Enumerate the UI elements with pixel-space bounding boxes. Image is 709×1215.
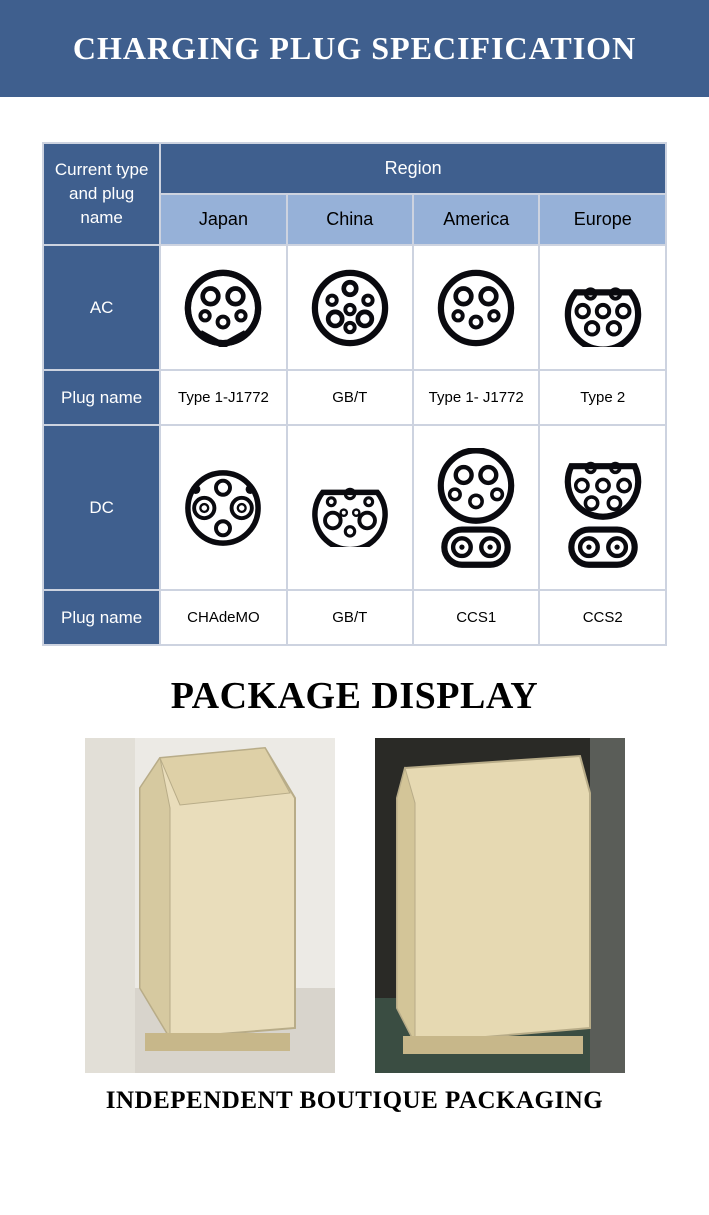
package-photo-2 xyxy=(375,738,625,1073)
region-header: Region xyxy=(160,143,666,194)
region-america: America xyxy=(413,194,540,245)
package-images xyxy=(42,738,667,1073)
type1-icon xyxy=(184,269,262,347)
plugname-label-1: Plug name xyxy=(43,370,160,425)
ac-japan-icon xyxy=(160,245,286,370)
dc-row: DC xyxy=(43,425,666,590)
ccs1-icon xyxy=(432,448,520,568)
region-china: China xyxy=(287,194,413,245)
dc-china-name: GB/T xyxy=(287,590,413,645)
ac-plugname-row: Plug name Type 1-J1772 GB/T Type 1- J177… xyxy=(43,370,666,425)
region-europe: Europe xyxy=(539,194,666,245)
ac-europe-icon xyxy=(539,245,666,370)
gbt-ac-icon xyxy=(311,269,389,347)
dc-label: DC xyxy=(43,425,160,590)
ac-japan-name: Type 1-J1772 xyxy=(160,370,286,425)
dc-plugname-row: Plug name CHAdeMO GB/T CCS1 CCS2 xyxy=(43,590,666,645)
dc-europe-name: CCS2 xyxy=(539,590,666,645)
header: CHARGING PLUG SPECIFICATION xyxy=(0,0,709,97)
plugname-label-2: Plug name xyxy=(43,590,160,645)
package-subtitle: INDEPENDENT BOUTIQUE PACKAGING xyxy=(0,1087,709,1115)
ccs2-icon xyxy=(559,448,647,568)
ac-row: AC xyxy=(43,245,666,370)
package-title: PACKAGE DISPLAY xyxy=(0,674,709,718)
corner-header: Current type and plug name xyxy=(43,143,160,245)
ac-america-name: Type 1- J1772 xyxy=(413,370,540,425)
package-photo-1 xyxy=(85,738,335,1073)
dc-europe-icon xyxy=(539,425,666,590)
ac-label: AC xyxy=(43,245,160,370)
chademo-icon xyxy=(184,469,262,547)
dc-china-icon xyxy=(287,425,413,590)
dc-japan-icon xyxy=(160,425,286,590)
page-title: CHARGING PLUG SPECIFICATION xyxy=(20,30,689,67)
ac-america-icon xyxy=(413,245,540,370)
ac-europe-name: Type 2 xyxy=(539,370,666,425)
gbt-dc-icon xyxy=(311,469,389,547)
dc-america-name: CCS1 xyxy=(413,590,540,645)
spec-table: Current type and plug name Region Japan … xyxy=(42,142,667,646)
region-japan: Japan xyxy=(160,194,286,245)
type2-icon xyxy=(564,269,642,347)
type1-icon xyxy=(437,269,515,347)
ac-china-name: GB/T xyxy=(287,370,413,425)
dc-america-icon xyxy=(413,425,540,590)
ac-china-icon xyxy=(287,245,413,370)
dc-japan-name: CHAdeMO xyxy=(160,590,286,645)
